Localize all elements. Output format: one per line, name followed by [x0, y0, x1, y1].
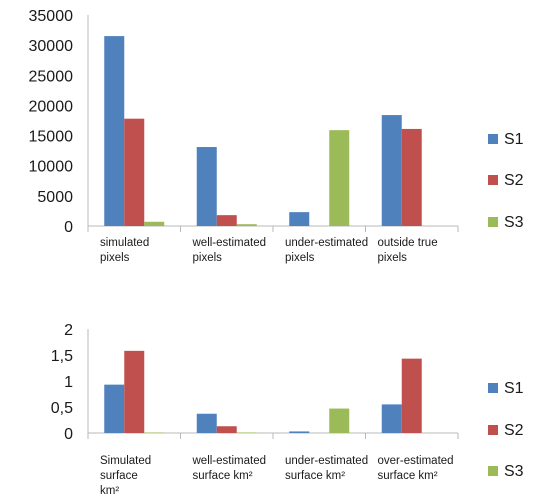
bar-s2 — [124, 350, 145, 433]
legend-label-s3: S3 — [504, 214, 524, 231]
bar-s3 — [329, 408, 350, 433]
y-tick-label: 0 — [64, 426, 73, 443]
bar-s2 — [124, 118, 145, 226]
y-tick-label: 10000 — [29, 159, 74, 176]
y-tick-label: 30000 — [29, 38, 74, 55]
bar-s3 — [144, 432, 165, 433]
y-tick-label: 5000 — [37, 189, 73, 206]
y-tick-label: 2 — [64, 322, 73, 339]
bar-s1 — [196, 413, 217, 433]
y-tick-label: 25000 — [29, 68, 74, 85]
legend-label-s2: S2 — [504, 422, 524, 439]
legend-swatch-s2 — [488, 425, 498, 435]
legend-swatch-s2 — [488, 175, 498, 185]
y-tick-label: 0 — [64, 219, 73, 236]
bar-s2 — [216, 215, 237, 226]
legend-label-s1: S1 — [504, 131, 524, 148]
x-category-label: under-estimated surface km² — [285, 455, 368, 482]
bar-s2 — [401, 358, 422, 433]
legend-swatch-s1 — [488, 383, 498, 393]
legend-label-s2: S2 — [504, 172, 524, 189]
x-category-label: simulated pixels — [100, 237, 149, 264]
bar-s3 — [144, 221, 165, 226]
x-category-label: over-estimated surface km² — [378, 455, 454, 482]
chart-surface: 0 0,5 1 1,5 2 Simulated surface km² well-estimat… — [51, 322, 524, 497]
x-category-label: well-estimated pixels — [192, 237, 267, 264]
legend-label-s3: S3 — [504, 463, 524, 480]
bar-s1 — [381, 115, 402, 226]
bar-s1 — [289, 431, 310, 433]
chart-pixels: 0 5000 10000 15000 20000 25000 30000 35000 simul… — [29, 8, 524, 264]
x-category-label: outside true pixels — [378, 237, 438, 264]
x-category-label: Simulated surface km² — [100, 455, 151, 497]
y-tick-label: 1 — [64, 374, 73, 391]
legend-swatch-s1 — [488, 134, 498, 144]
legend-swatch-s3 — [488, 466, 498, 476]
bar-s1 — [104, 384, 125, 433]
y-tick-label: 15000 — [29, 129, 74, 146]
y-tick-label: 20000 — [29, 98, 74, 115]
y-tick-label: 35000 — [29, 8, 74, 25]
y-tick-label: 0,5 — [51, 400, 73, 417]
bar-s1 — [196, 147, 217, 226]
bar-s1 — [381, 404, 402, 433]
legend-label-s1: S1 — [504, 380, 524, 397]
bar-s1 — [289, 212, 310, 226]
x-category-label: under-estimated pixels — [285, 237, 368, 264]
y-tick-label: 1,5 — [51, 348, 73, 365]
bar-s3 — [236, 224, 257, 226]
x-category-label: well-estimated surface km² — [192, 455, 267, 482]
bar-s3 — [236, 432, 257, 433]
bar-s1 — [104, 36, 125, 226]
bar-s2 — [401, 128, 422, 226]
bar-s2 — [216, 426, 237, 433]
bar-s3 — [329, 130, 350, 226]
legend-swatch-s3 — [488, 217, 498, 227]
